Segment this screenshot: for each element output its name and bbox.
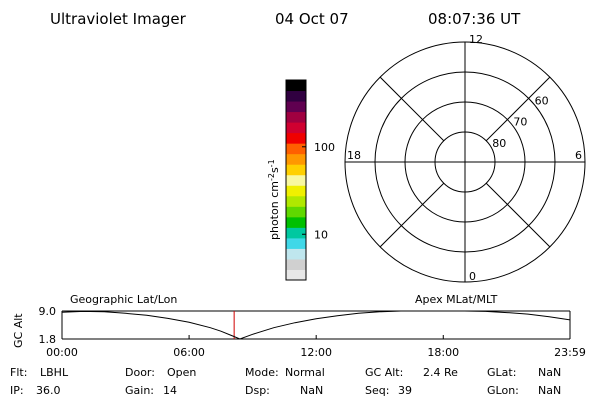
status-label: Mode: (245, 366, 279, 379)
status-label: Seq: (365, 384, 389, 397)
status-value: 36.0 (36, 384, 61, 397)
mlt-label: 0 (469, 270, 476, 283)
colorbar-segment (286, 269, 306, 281)
colorbar-segment (286, 248, 306, 260)
colorbar-segment (286, 122, 306, 134)
colorbar-frame (285, 79, 307, 281)
colorbar-segment (286, 143, 306, 155)
lat-label: 80 (492, 137, 506, 150)
status-label: Flt: (10, 366, 27, 379)
colorbar-segment (286, 80, 306, 92)
orbit-left-label: Geographic Lat/Lon (70, 293, 177, 306)
lat-label: 70 (513, 116, 527, 129)
date: 04 Oct 07 (275, 10, 349, 28)
x-tick-label: 18:00 (427, 346, 459, 359)
status-label: Gain: (125, 384, 154, 397)
y-axis-label: GC Alt (12, 313, 25, 348)
lat-ring (374, 71, 556, 253)
colorbar-segment (286, 132, 306, 144)
colorbar-segment (286, 164, 306, 176)
status-panel: Flt: LBHL Door: Open Mode: Normal GC Alt: 2.4 R… (10, 366, 561, 397)
colorbar-segment (286, 111, 306, 123)
colorbar-segment (286, 90, 306, 102)
status-label: GLon: (487, 384, 519, 397)
mlt-label: 12 (469, 33, 483, 46)
colorbar-segment (286, 227, 306, 239)
status-label: IP: (10, 384, 24, 397)
x-tick-label: 06:00 (173, 346, 205, 359)
x-tick-label: 00:00 (46, 346, 78, 359)
colorbar-tick-label: 10 (314, 228, 328, 241)
y-tick-label: 9.0 (39, 305, 57, 318)
x-tick-label: 12:00 (300, 346, 332, 359)
meridian (485, 76, 551, 142)
colorbar-segment (286, 185, 306, 197)
y-tick-label: 1.8 (39, 333, 57, 346)
lat-label: 60 (535, 94, 549, 107)
status-value: LBHL (40, 366, 69, 379)
time: 08:07:36 UT (428, 10, 521, 28)
status-value: 2.4 Re (423, 366, 458, 379)
colorbar-segment (286, 101, 306, 113)
status-value: Open (167, 366, 196, 379)
colorbar-segment (286, 216, 306, 228)
altitude-curve (61, 310, 571, 340)
status-label: Dsp: (245, 384, 270, 397)
meridian (379, 76, 445, 142)
colorbar-segment (286, 258, 306, 270)
lat-ring (404, 101, 526, 223)
mlt-label: 18 (347, 149, 361, 162)
colorbar-tick-label: 100 (314, 141, 335, 154)
status-value: 14 (163, 384, 177, 397)
status-label: GLat: (487, 366, 516, 379)
colorbar: 10 100 (285, 79, 335, 281)
lat-ring (434, 131, 496, 193)
status-value: Normal (285, 366, 325, 379)
meridian (485, 182, 551, 248)
colorbar-segment (286, 153, 306, 165)
status-label: Door: (125, 366, 155, 379)
orbit-right-label: Apex MLat/MLT (415, 293, 498, 306)
colorbar-segment (286, 174, 306, 186)
status-value: NaN (538, 366, 561, 379)
status-value: 39 (398, 384, 412, 397)
colorbar-segment (286, 195, 306, 207)
orbit-plot: Geographic Lat/Lon Apex MLat/MLT GC Alt 9.0… (12, 293, 586, 359)
status-value: NaN (300, 384, 323, 397)
colorbar-label: photon cm-2s-1 (267, 159, 281, 240)
status-label: GC Alt: (365, 366, 403, 379)
mlt-label: 6 (575, 149, 582, 162)
status-value: NaN (538, 384, 561, 397)
meridian (379, 182, 445, 248)
title: Ultraviolet Imager (50, 10, 187, 28)
colorbar-segment (286, 206, 306, 218)
x-tick-label: 23:59 (554, 346, 586, 359)
colorbar-segment (286, 237, 306, 249)
